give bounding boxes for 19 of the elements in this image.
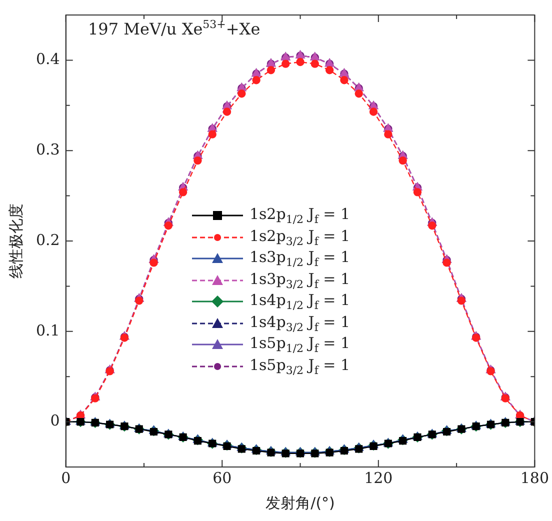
x-tick-label: 120 [364,468,393,487]
y-tick-label: 0.3 [36,140,60,158]
legend-label: 1s5p$_{3/2}$ J$_{f}$ = 1 [249,356,350,377]
x-axis-title: 发射角/(°) [266,494,335,512]
x-tick-label: 60 [212,468,232,487]
y-tick-label: 0 [50,412,60,430]
y-tick-label: 0.1 [36,321,60,340]
legend-label: 1s3p$_{3/2}$ J$_{f}$ = 1 [249,270,350,291]
y-tick-label: 0.4 [36,50,60,68]
legend-label: 1s2p$_{3/2}$ J$_{f}$ = 1 [249,226,350,248]
legend-label: 1s2p$_{1/2}$ J$_{f}$ = 1 [249,205,350,226]
legend-label: 1s4p$_{3/2}$ J$_{f}$ = 1 [249,312,350,334]
legend-label: 1s5p$_{1/2}$ J$_{f}$ = 1 [249,334,350,356]
chart-title: 197 MeV/u Xe$^{53+}$+Xe [88,18,260,38]
legend-label: 1s4p$_{1/2}$ J$_{f}$ = 1 [249,291,350,312]
y-tick-label: 0.2 [36,230,60,249]
legend-label: 1s3p$_{1/2}$ J$_{f}$ = 1 [249,248,350,270]
x-tick-label: 180 [520,468,550,487]
y-axis-title: 线性极化度 [6,204,25,278]
